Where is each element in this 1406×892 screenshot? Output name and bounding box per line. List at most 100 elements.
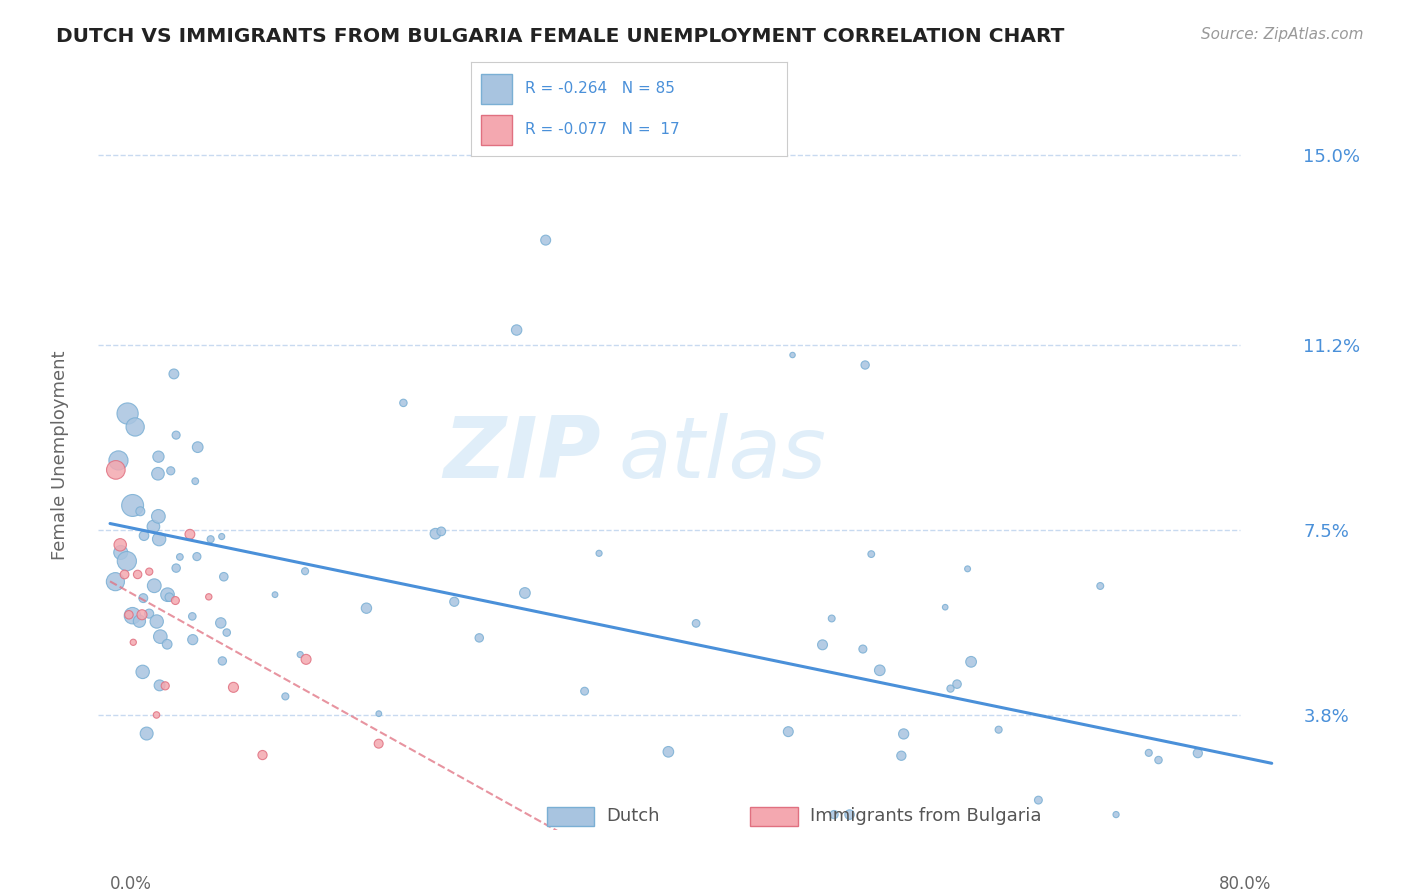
Point	[534, 233, 557, 247]
Point	[513, 586, 536, 600]
Point	[252, 747, 274, 762]
Point	[1147, 753, 1170, 767]
Text: ZIP: ZIP	[443, 413, 600, 497]
Point	[129, 504, 152, 518]
Point	[187, 440, 209, 454]
Point	[987, 723, 1010, 737]
Text: R = -0.077   N =  17: R = -0.077 N = 17	[524, 122, 679, 137]
Point	[104, 574, 127, 589]
Point	[145, 615, 167, 629]
Point	[115, 554, 138, 568]
Point	[782, 348, 804, 362]
Point	[860, 547, 883, 561]
Point	[108, 538, 131, 552]
Point	[132, 529, 155, 543]
Point	[685, 616, 707, 631]
Text: 80.0%: 80.0%	[1219, 874, 1272, 892]
Point	[574, 684, 596, 698]
Point	[367, 706, 389, 721]
Point	[138, 607, 160, 621]
Point	[222, 681, 245, 695]
Point	[148, 678, 170, 692]
Text: Source: ZipAtlas.com: Source: ZipAtlas.com	[1201, 27, 1364, 42]
Point	[110, 545, 132, 559]
Point	[117, 407, 139, 421]
Point	[122, 635, 145, 649]
Point	[165, 561, 187, 575]
Point	[821, 611, 844, 625]
Point	[118, 607, 141, 622]
Point	[811, 638, 834, 652]
Point	[156, 637, 179, 651]
Point	[211, 529, 233, 543]
Point	[1187, 746, 1209, 760]
Point	[1137, 746, 1160, 760]
Text: DUTCH VS IMMIGRANTS FROM BULGARIA FEMALE UNEMPLOYMENT CORRELATION CHART: DUTCH VS IMMIGRANTS FROM BULGARIA FEMALE…	[56, 27, 1064, 45]
Point	[131, 665, 153, 679]
Point	[212, 570, 235, 584]
Text: 0.0%: 0.0%	[110, 874, 152, 892]
Point	[165, 593, 187, 607]
Point	[181, 632, 204, 647]
Point	[155, 679, 177, 693]
Point	[274, 690, 297, 704]
Point	[148, 509, 170, 524]
Point	[264, 588, 287, 602]
Point	[367, 737, 389, 751]
Point	[121, 499, 143, 513]
Point	[156, 588, 179, 602]
Bar	[481, 115, 512, 145]
Point	[138, 565, 160, 579]
Point	[107, 453, 129, 467]
Point	[163, 367, 186, 381]
Point	[197, 590, 219, 604]
Text: R = -0.264   N = 85: R = -0.264 N = 85	[524, 81, 675, 96]
Point	[132, 591, 155, 606]
Point	[131, 607, 153, 622]
Point	[956, 562, 979, 576]
Point	[1090, 579, 1112, 593]
Point	[184, 474, 207, 488]
Point	[778, 724, 800, 739]
Point	[124, 420, 146, 434]
Point	[169, 549, 191, 564]
Point	[143, 579, 166, 593]
Bar	[481, 74, 512, 103]
Point	[934, 600, 956, 615]
Point	[853, 358, 876, 372]
Point	[356, 601, 378, 615]
Point	[430, 524, 453, 539]
Point	[468, 631, 491, 645]
Point	[209, 615, 232, 630]
Point	[294, 564, 316, 578]
Point	[179, 527, 201, 541]
Point	[146, 467, 169, 481]
Point	[114, 567, 136, 582]
Point	[149, 630, 172, 644]
Point	[295, 652, 318, 666]
Point	[200, 532, 222, 546]
Text: atlas: atlas	[619, 413, 827, 497]
Point	[135, 726, 157, 740]
Point	[145, 708, 167, 723]
Text: Immigrants from Bulgaria: Immigrants from Bulgaria	[810, 807, 1040, 825]
Point	[148, 532, 170, 546]
Point	[142, 519, 165, 533]
Text: Dutch: Dutch	[606, 807, 659, 825]
Point	[127, 567, 149, 582]
Point	[890, 748, 912, 763]
Point	[823, 807, 845, 822]
Point	[1028, 793, 1050, 807]
Point	[159, 464, 181, 478]
Point	[960, 655, 983, 669]
Point	[148, 450, 170, 464]
Point	[128, 614, 150, 628]
Point	[1105, 807, 1128, 822]
Point	[852, 642, 875, 657]
Point	[657, 745, 679, 759]
Point	[505, 323, 527, 337]
Point	[939, 681, 962, 696]
Point	[186, 549, 208, 564]
Point	[946, 677, 969, 691]
Point	[869, 663, 891, 677]
